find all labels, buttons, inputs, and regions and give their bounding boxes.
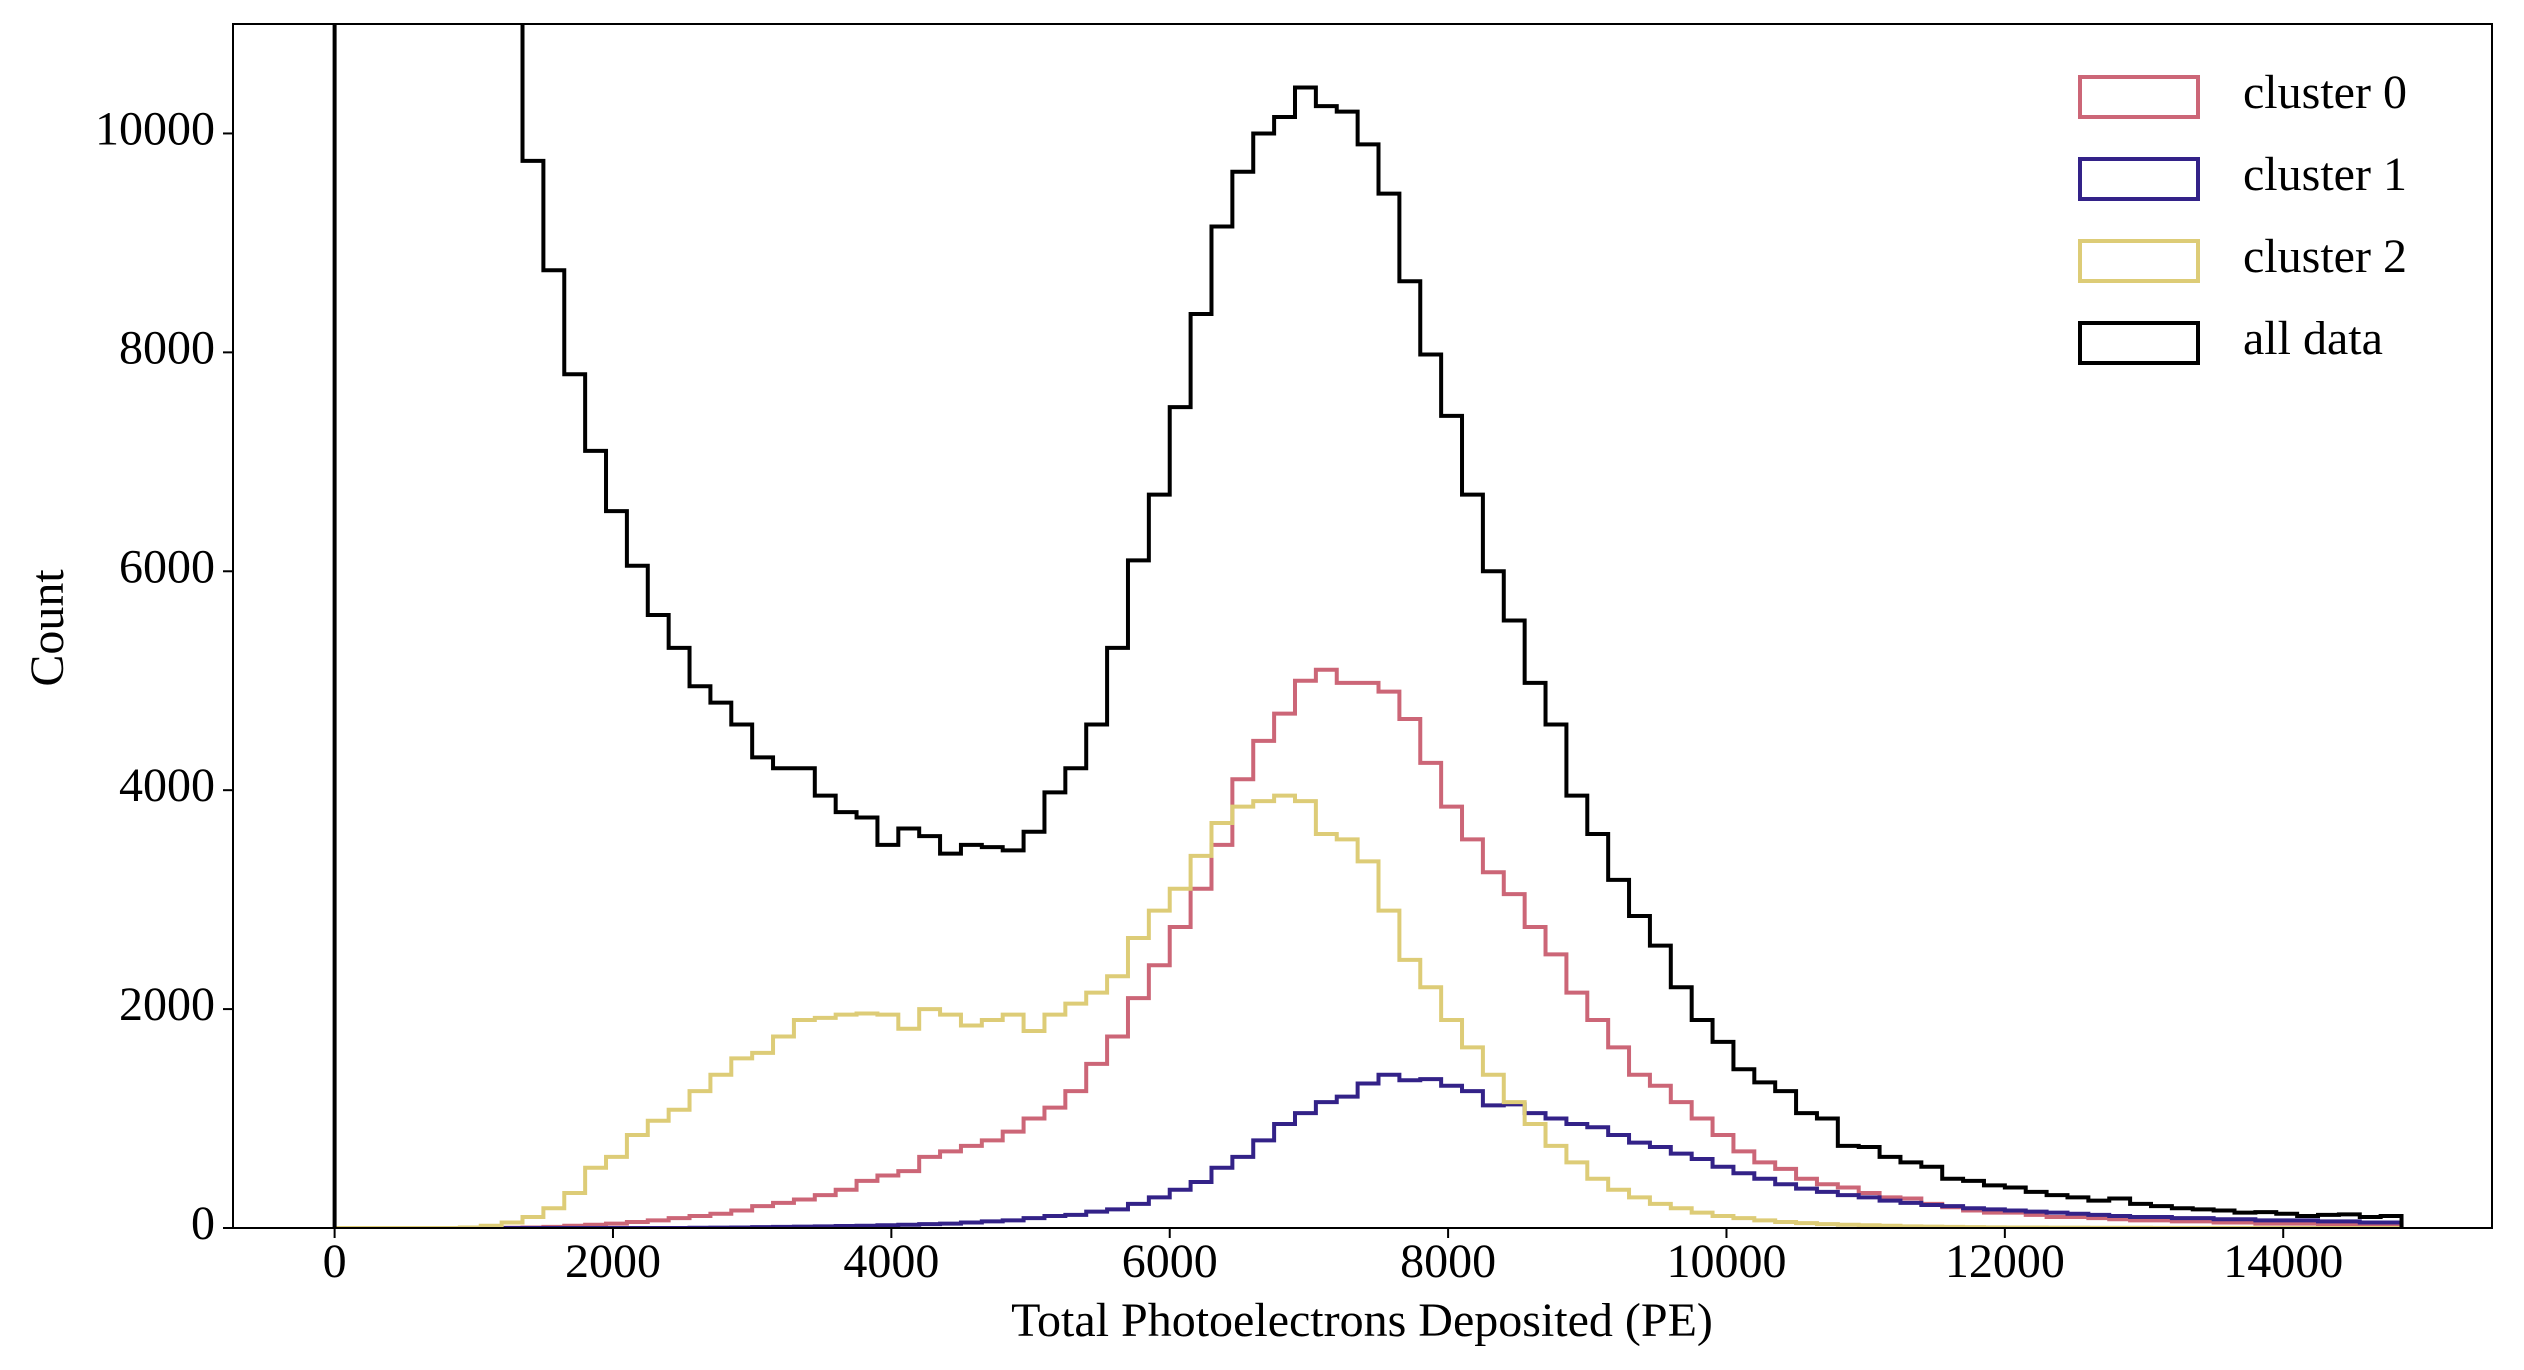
x-tick-label: 8000 — [1400, 1235, 1496, 1288]
x-tick-label: 0 — [323, 1235, 347, 1288]
x-tick-label: 14000 — [2223, 1235, 2343, 1288]
legend-label: cluster 2 — [2243, 230, 2407, 283]
histogram-step — [332, 24, 2404, 1228]
histogram-step — [334, 1072, 2404, 1228]
legend-swatch — [2078, 75, 2200, 119]
y-axis-label: Count — [21, 569, 74, 687]
x-tick-label: 6000 — [1122, 1235, 1218, 1288]
legend-label: cluster 0 — [2243, 66, 2407, 119]
x-tick-label: 10000 — [1666, 1235, 1786, 1288]
y-tick-label: 8000 — [119, 321, 215, 374]
legend-label: all data — [2243, 312, 2383, 365]
y-tick-label: 10000 — [95, 102, 215, 155]
axes-frame — [232, 23, 2493, 1229]
x-tick-label: 2000 — [565, 1235, 661, 1288]
legend-swatch — [2078, 157, 2200, 201]
legend-swatch — [2078, 239, 2200, 283]
legend-swatch — [2078, 321, 2200, 365]
x-tick-label: 4000 — [843, 1235, 939, 1288]
legend-label: cluster 1 — [2243, 148, 2407, 201]
histogram-step — [334, 667, 2404, 1228]
y-tick-label: 6000 — [119, 540, 215, 593]
y-tick-label: 0 — [191, 1197, 215, 1250]
histogram-step — [334, 793, 2402, 1228]
x-axis-label: Total Photoelectrons Deposited (PE) — [1011, 1294, 1713, 1347]
x-tick-label: 12000 — [1945, 1235, 2065, 1288]
plot-area — [332, 24, 2404, 1228]
y-tick-label: 4000 — [119, 759, 215, 812]
y-tick-label: 2000 — [119, 978, 215, 1031]
